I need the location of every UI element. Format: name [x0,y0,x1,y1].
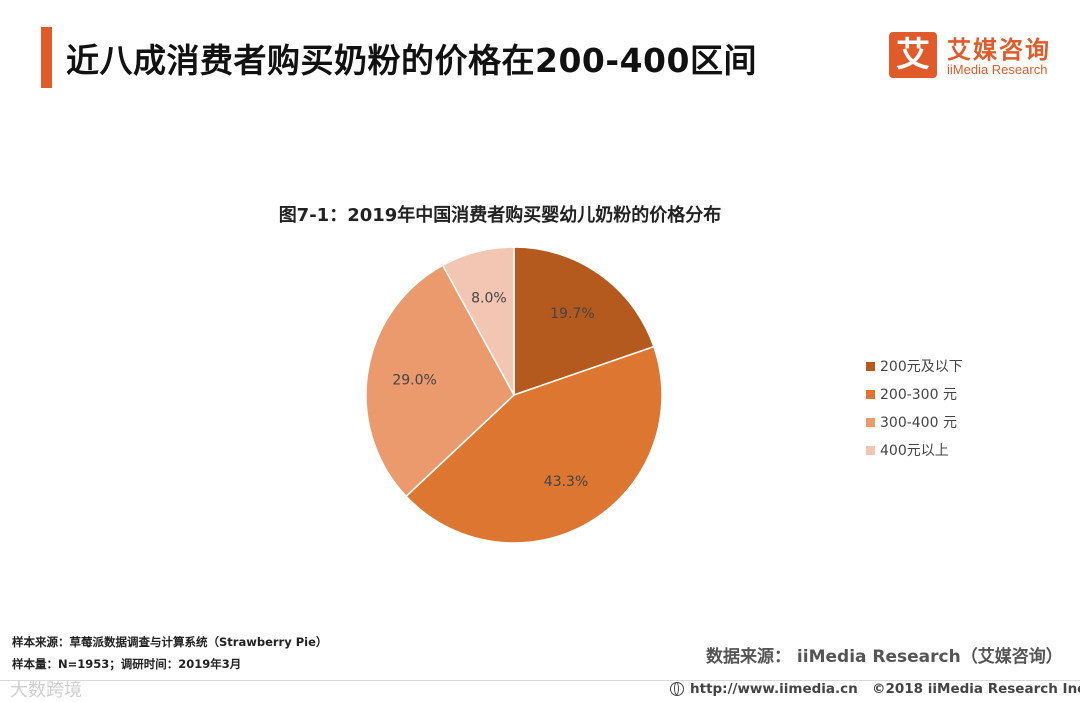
watermark-text: 大数跨境 [10,680,82,701]
logo-name-cn: 艾媒咨询 [947,36,1051,64]
slice-value-label: 8.0% [471,291,507,307]
chart-legend: 200元及以下 200-300 元 300-400 元 400元以上 [866,352,963,464]
title-accent-bar [41,27,52,88]
legend-label: 300-400 元 [880,415,957,431]
brand-logo: 艾 艾媒咨询 iiMedia Research [889,30,1069,82]
legend-swatch [866,389,875,399]
legend-label: 400元以上 [880,443,949,459]
footer-divider [0,680,1080,681]
slice-value-label: 29.0% [392,372,436,388]
sample-size-note: 样本量：N=1953；调研时间：2019年3月 [12,657,242,671]
legend-item: 300-400 元 [866,408,963,436]
data-source: 数据来源： iiMedia Research（艾媒咨询） [706,647,1063,667]
legend-swatch [866,445,875,455]
legend-item: 200-300 元 [866,380,963,408]
sample-source-note: 样本来源：草莓派数据调查与计算系统（Strawberry Pie） [12,635,328,649]
legend-item: 400元以上 [866,436,963,464]
pie-slice [405,345,663,544]
footer-url-text[interactable]: http://www.iimedia.cn [690,681,858,697]
legend-label: 200元及以下 [880,359,963,375]
pie-slice [365,264,515,498]
legend-item: 200元及以下 [866,352,963,380]
footer-copyright: ©2018 iiMedia Research Inc [872,681,1080,697]
legend-swatch [866,361,875,371]
logo-name-en: iiMedia Research [947,62,1048,77]
page-title: 近八成消费者购买奶粉的价格在200-400区间 [66,41,757,80]
footer-url[interactable]: http://www.iimedia.cn [670,681,858,697]
legend-swatch [866,417,875,427]
logo-mark-icon: 艾 [889,32,937,78]
legend-label: 200-300 元 [880,387,957,403]
globe-icon [670,682,684,696]
slice-value-label: 19.7% [550,306,594,322]
chart-title: 图7-1：2019年中国消费者购买婴幼儿奶粉的价格分布 [278,205,722,226]
pie-slice [441,246,515,396]
slice-value-label: 43.3% [544,474,588,490]
